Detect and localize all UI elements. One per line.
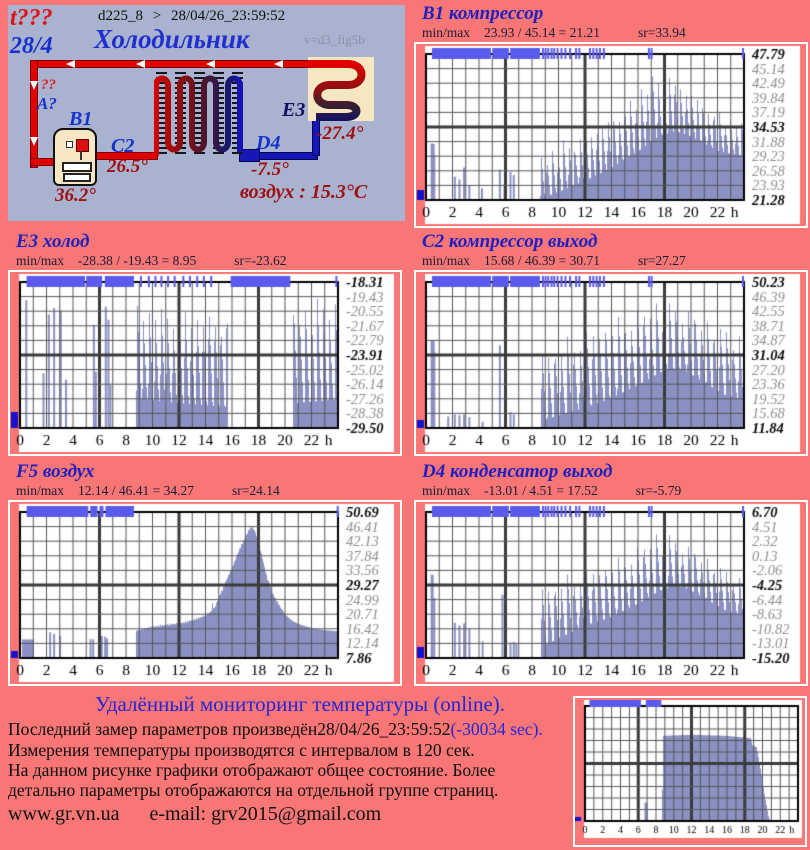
footer-last-measure-line: Последний замер параметров произведён28/…: [8, 719, 543, 740]
last-measure-prefix: Последний замер параметров произведён: [8, 719, 318, 739]
chart-minmax: min/max 23.93 / 45.14 = 21.21 sr=33.94: [422, 25, 808, 40]
b1-chart-canvas: [416, 44, 806, 226]
d4-chart-canvas: [416, 502, 806, 684]
coil-serpentine: [154, 75, 243, 156]
avg-value: sr=-5.79: [635, 483, 682, 498]
chart-title: E3 холод: [16, 231, 90, 252]
minmax-value: -13.01 / 4.51 = 17.52: [484, 483, 598, 498]
email-link[interactable]: e-mail: grv2015@gmail.com: [149, 803, 382, 825]
f5-chart-canvas: [10, 502, 400, 684]
d4-label: D4: [256, 132, 281, 154]
flow-arrow-icon: [30, 137, 38, 146]
chart-minmax: min/max -13.01 / 4.51 = 17.52 sr=-5.79: [422, 483, 808, 498]
footer-heading: Удалённый мониторинг температуры (online…: [94, 692, 506, 716]
chart-panel-e3: E3 холод min/max -28.38 / -19.43 = 8.95 sr…: [8, 231, 402, 456]
evaporator-unit: [308, 57, 374, 121]
compressor-indicator: [76, 139, 89, 152]
chart-title: D4 конденсатор выход: [422, 461, 613, 482]
status-flag: t???: [10, 5, 53, 31]
compressor-slot: [63, 173, 91, 182]
c2-chart-canvas: [416, 272, 806, 454]
version-label: v=d3_fig5b: [304, 32, 365, 47]
compressor-unit: [53, 128, 97, 186]
e3-label: E3: [282, 99, 306, 121]
device-separator: >: [152, 8, 162, 24]
chart-minmax: min/max 15.68 / 46.39 = 30.71 sr=27.27: [422, 253, 808, 268]
c2-temp: 26.5°: [107, 156, 148, 177]
chart-panel-c2: C2 компрессор выход min/max 15.68 / 46.39…: [414, 231, 808, 456]
app-title: Холодильник: [94, 24, 250, 54]
b1-label: B1: [69, 108, 93, 130]
footer-info-line1: На данном рисунке графики отображают общ…: [8, 760, 496, 780]
avg-value: sr=-23.62: [234, 253, 287, 268]
coil-fins: [156, 72, 167, 156]
e3-temp: -27.4°: [316, 123, 364, 144]
flow-arrow-icon: [66, 60, 75, 68]
state-chart-canvas: [575, 698, 805, 840]
minmax-label: min/max: [422, 483, 470, 498]
device-line: d225_8 > 28/04/26_23:59:52: [98, 8, 285, 25]
compressor-switch: [66, 141, 73, 148]
date-flag: 28/4: [10, 33, 53, 59]
minmax-value: -28.38 / -19.43 = 8.95: [78, 253, 197, 268]
c2-label: C2: [111, 135, 135, 157]
chart-minmax: min/max 12.14 / 46.41 = 34.27 sr=24.14: [16, 483, 402, 498]
sensor-a-label: A?: [37, 94, 57, 113]
flow-arrow-icon: [206, 60, 215, 68]
last-measure-time: 28/04/26_23:59:52: [317, 719, 451, 739]
avg-value: sr=27.27: [638, 253, 686, 268]
chart-panel-f5: F5 воздух min/max 12.14 / 46.41 = 34.27 sr…: [8, 461, 402, 686]
unknown-status-label: ??: [41, 77, 56, 93]
device-id: d225_8: [98, 8, 143, 24]
evaporator-serpentine: [308, 60, 366, 121]
minmax-value: 12.14 / 46.41 = 34.27: [78, 483, 194, 498]
avg-value: sr=24.14: [232, 483, 280, 498]
coil-fins: [194, 72, 205, 156]
flow-arrow-icon: [30, 81, 38, 90]
chart-panel-d4: D4 конденсатор выход min/max -13.01 / 4.5…: [414, 461, 808, 686]
footer-contacts: www.gr.vn.ua e-mail: grv2015@gmail.com: [8, 803, 381, 826]
compressor-slot: [62, 162, 92, 172]
footer-interval-line: Измерения температуры производятся с инт…: [8, 740, 475, 760]
b1-temp: 36.2°: [55, 185, 96, 206]
minmax-value: 23.93 / 45.14 = 21.21: [484, 25, 600, 40]
d4-temp: -7.5°: [251, 159, 289, 180]
footer-info-line2: детально параметры отображаются на отдел…: [8, 780, 499, 800]
chart-title: C2 компрессор выход: [422, 231, 598, 252]
website-link[interactable]: www.gr.vn.ua: [8, 803, 120, 825]
minmax-label: min/max: [422, 25, 470, 40]
chart-title: B1 компрессор: [422, 3, 544, 24]
flow-arrow-icon: [136, 60, 145, 68]
minmax-label: min/max: [16, 253, 64, 268]
e3-chart-canvas: [10, 272, 400, 454]
minmax-label: min/max: [16, 483, 64, 498]
chart-title: F5 воздух: [16, 461, 95, 482]
avg-value: sr=33.94: [638, 25, 686, 40]
air-temp: воздух : 15.3°C: [240, 181, 368, 203]
last-timestamp: 28/04/26_23:59:52: [170, 8, 286, 24]
chart-minmax: min/max -28.38 / -19.43 = 8.95 sr=-23.62: [16, 253, 402, 268]
condenser-coil: [154, 72, 246, 162]
flow-arrow-icon: [274, 60, 283, 68]
minmax-value: 15.68 / 46.39 = 30.71: [484, 253, 600, 268]
chart-panel-b1: B1 компрессор min/max 23.93 / 45.14 = 21.…: [414, 3, 808, 228]
system-diagram: t??? 28/4 d225_8 > 28/04/26_23:59:52 Хол…: [8, 5, 405, 221]
hot-pipe-left: [30, 60, 38, 168]
minmax-label: min/max: [422, 253, 470, 268]
state-chart-panel: [573, 696, 807, 847]
compressor-stem: [80, 151, 82, 160]
last-measure-delay: (-30034 sec).: [450, 719, 543, 739]
